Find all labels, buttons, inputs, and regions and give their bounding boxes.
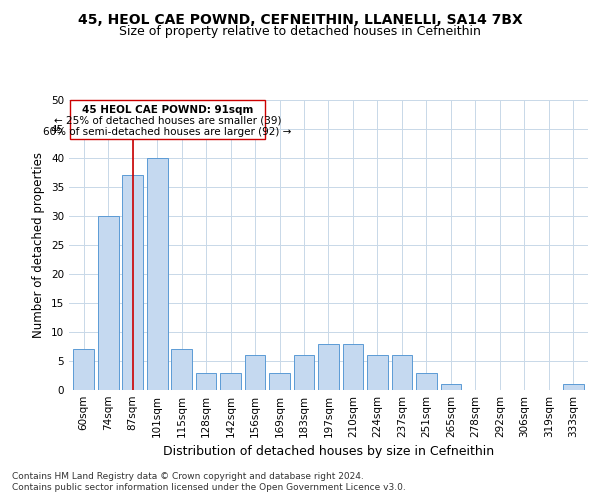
Y-axis label: Number of detached properties: Number of detached properties (32, 152, 46, 338)
Text: 45 HEOL CAE POWND: 91sqm: 45 HEOL CAE POWND: 91sqm (82, 104, 253, 115)
Bar (269, 372, 290, 390)
Bar (196, 372, 217, 390)
Bar (147, 158, 167, 390)
X-axis label: Distribution of detached houses by size in Cefneithin: Distribution of detached houses by size … (163, 446, 494, 458)
Bar (318, 344, 339, 390)
Bar (122, 176, 143, 390)
Bar (171, 350, 192, 390)
Text: 45, HEOL CAE POWND, CEFNEITHIN, LLANELLI, SA14 7BX: 45, HEOL CAE POWND, CEFNEITHIN, LLANELLI… (77, 12, 523, 26)
Bar (416, 372, 437, 390)
Bar (367, 355, 388, 390)
Text: 60% of semi-detached houses are larger (92) →: 60% of semi-detached houses are larger (… (43, 126, 292, 136)
FancyBboxPatch shape (70, 100, 265, 140)
Text: ← 25% of detached houses are smaller (39): ← 25% of detached houses are smaller (39… (54, 116, 281, 126)
Bar (343, 344, 364, 390)
Bar (563, 384, 584, 390)
Bar (440, 384, 461, 390)
Bar (293, 355, 314, 390)
Bar (392, 355, 412, 390)
Bar (245, 355, 265, 390)
Text: Contains HM Land Registry data © Crown copyright and database right 2024.: Contains HM Land Registry data © Crown c… (12, 472, 364, 481)
Bar (73, 350, 94, 390)
Bar (220, 372, 241, 390)
Text: Size of property relative to detached houses in Cefneithin: Size of property relative to detached ho… (119, 25, 481, 38)
Text: Contains public sector information licensed under the Open Government Licence v3: Contains public sector information licen… (12, 484, 406, 492)
Bar (98, 216, 119, 390)
